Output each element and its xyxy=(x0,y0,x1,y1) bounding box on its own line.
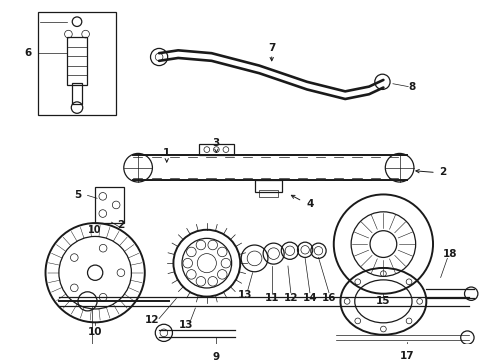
Text: 9: 9 xyxy=(213,352,220,360)
Text: 11: 11 xyxy=(265,293,279,302)
Text: 7: 7 xyxy=(268,44,275,53)
Text: 14: 14 xyxy=(303,293,317,302)
Bar xyxy=(38,12,116,115)
Text: 2: 2 xyxy=(117,220,124,230)
Bar xyxy=(72,83,82,104)
Text: 3: 3 xyxy=(213,138,220,148)
Bar xyxy=(199,144,234,155)
Text: 17: 17 xyxy=(400,351,415,360)
Text: 18: 18 xyxy=(443,249,458,258)
Text: 15: 15 xyxy=(376,296,391,306)
Text: 12: 12 xyxy=(284,293,298,302)
Text: 8: 8 xyxy=(408,82,416,91)
Bar xyxy=(259,190,278,197)
Bar xyxy=(255,180,282,192)
Text: 1: 1 xyxy=(163,148,171,158)
Text: 5: 5 xyxy=(74,190,82,201)
Bar xyxy=(68,37,87,85)
Text: 12: 12 xyxy=(145,315,160,325)
Text: 10: 10 xyxy=(88,327,102,337)
Bar xyxy=(95,187,124,223)
Text: 10: 10 xyxy=(88,225,102,235)
Text: 4: 4 xyxy=(306,199,314,209)
Text: 13: 13 xyxy=(238,290,252,300)
Text: 13: 13 xyxy=(178,320,193,330)
Text: 6: 6 xyxy=(24,48,32,58)
Text: 2: 2 xyxy=(439,167,446,177)
Text: 16: 16 xyxy=(322,293,336,302)
